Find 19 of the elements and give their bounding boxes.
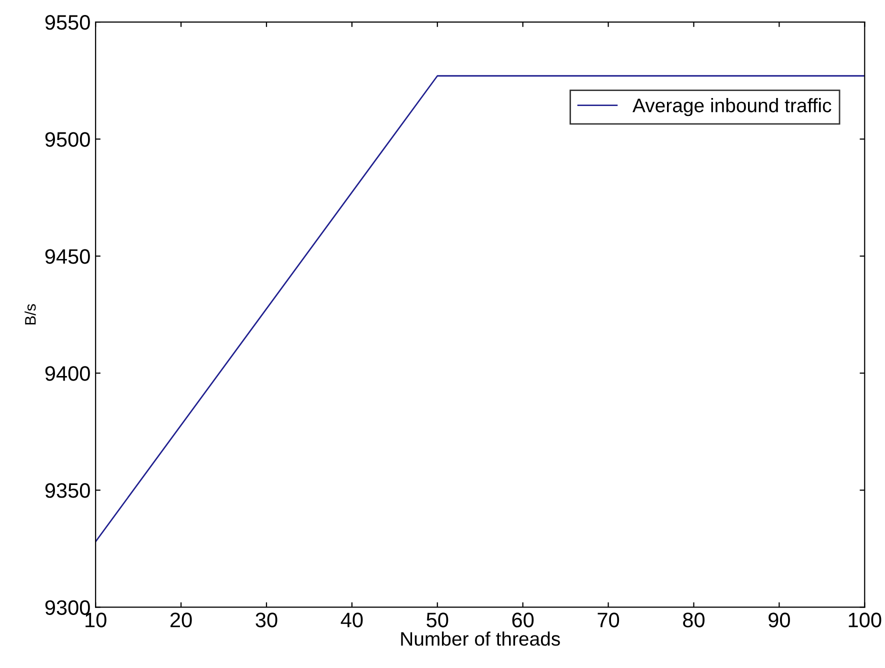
x-axis-title: Number of threads	[401, 631, 560, 646]
x-tick-label: 10	[86, 612, 106, 628]
x-tick-label: 90	[768, 612, 790, 628]
y-tick-label: 9400	[45, 366, 90, 381]
legend-label: Average inbound traffic	[632, 98, 832, 116]
x-tick-label: 20	[170, 612, 192, 628]
y-tick-label: 9500	[45, 132, 90, 147]
y-tick-label: 9350	[45, 483, 90, 498]
y-axis-title: B/s	[24, 304, 36, 324]
x-tick-label: 80	[683, 612, 705, 628]
x-tick-label: 60	[512, 612, 534, 628]
x-tick-label: 50	[426, 612, 448, 628]
x-tick-label: 100	[848, 612, 882, 628]
x-tick-label: 40	[340, 612, 363, 628]
x-tick-label: 70	[598, 612, 620, 628]
x-tick-label: 30	[256, 612, 278, 628]
y-tick-label: 9450	[45, 249, 90, 264]
y-tick-label: 9300	[45, 600, 90, 615]
y-tick-label: 9550	[45, 15, 90, 30]
